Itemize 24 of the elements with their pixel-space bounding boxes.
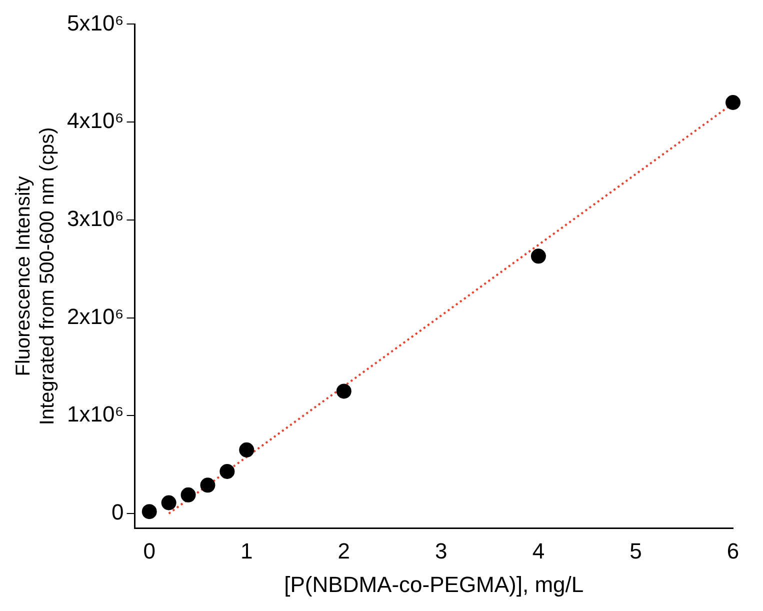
- y-tick-label: 0: [112, 500, 124, 525]
- x-tick-label: 4: [532, 538, 545, 564]
- point: [200, 478, 216, 493]
- point: [220, 464, 235, 479]
- y-tick-label: 2x10⁶: [66, 304, 124, 329]
- x-tick-label: 1: [240, 538, 253, 564]
- point: [336, 384, 352, 399]
- y-tick-label: 5x10⁶: [66, 10, 124, 36]
- point: [142, 504, 157, 520]
- y-tick-label: 3x10⁶: [66, 206, 124, 231]
- x-axis-title: [P(NBDMA-co-PEGMA)], mg/L: [284, 572, 584, 597]
- point: [180, 487, 196, 502]
- point: [726, 94, 740, 110]
- point: [239, 442, 254, 458]
- point: [161, 495, 176, 510]
- x-tick-label: 6: [726, 538, 740, 564]
- x-tick-label: 0: [143, 538, 156, 564]
- y-tick-label: 4x10⁶: [66, 108, 124, 134]
- point: [530, 248, 546, 264]
- x-tick-label: 2: [338, 538, 350, 564]
- x-tick-label: 5: [630, 538, 642, 564]
- x-tick-label: 3: [435, 538, 448, 564]
- y-axis-title: Fluorescence Intensity Integrated from 500-600 nm (cps): [12, 127, 59, 426]
- y-tick-label: 1x10⁶: [66, 402, 124, 427]
